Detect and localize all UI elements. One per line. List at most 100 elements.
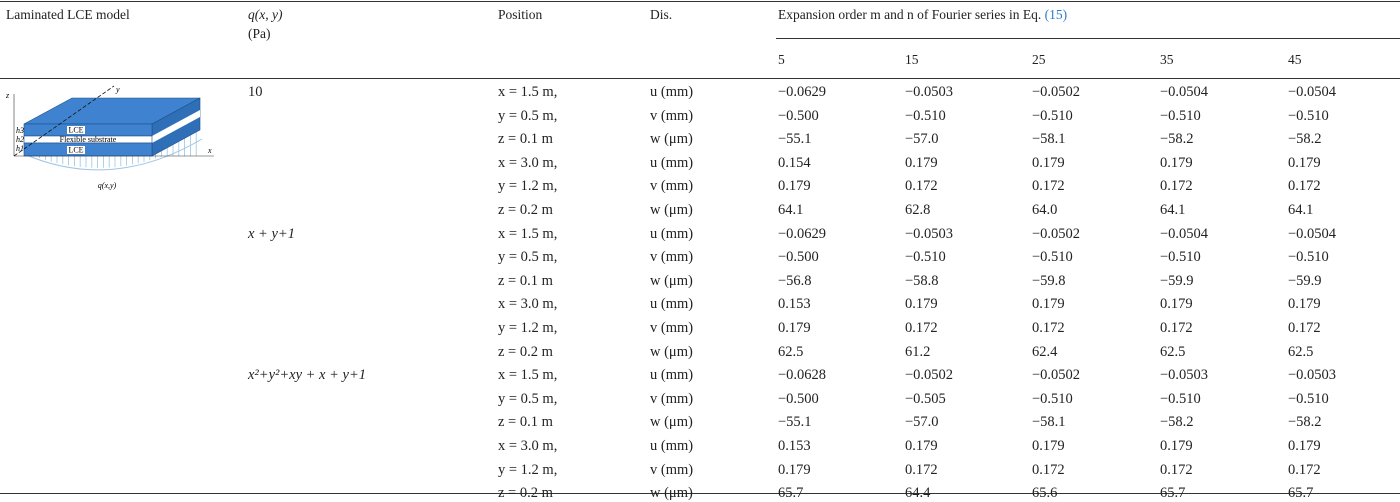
value-cell: 0.153	[778, 438, 811, 454]
dis-cell: v (mm)	[650, 249, 694, 266]
value-cell: 61.2	[905, 343, 931, 360]
header-order: 5	[778, 52, 785, 67]
value-cell: 0.172	[1032, 178, 1065, 195]
header-order: 35	[1160, 52, 1174, 67]
value-cell: −0.0504	[1160, 84, 1209, 100]
value-cell: 0.179	[778, 320, 811, 336]
position-cell: y = 1.2 m,	[498, 461, 558, 478]
value-cell: 65.7	[1288, 485, 1314, 502]
dis-cell: u (mm)	[650, 225, 694, 242]
value-cell: −0.0502	[1032, 84, 1081, 100]
value-cell: 0.179	[1032, 154, 1065, 171]
value-cell: 0.179	[905, 296, 938, 313]
model-figure: LCE Flexible substrate LCE h3 h2 h1 x y …	[5, 85, 214, 190]
value-cell: 65.7	[778, 485, 804, 502]
header-model: Laminated LCE model	[6, 7, 130, 22]
header-order: 25	[1032, 52, 1046, 67]
value-cell: 0.179	[905, 438, 938, 454]
dis-cell: w (μm)	[650, 272, 693, 289]
value-cell: −58.8	[905, 272, 939, 289]
value-cell: 0.179	[778, 178, 811, 195]
load-cell: x²+y²+xy + x + y+1	[248, 367, 366, 384]
value-cell: −0.0629	[778, 225, 827, 242]
value-cell: 0.172	[1288, 178, 1321, 195]
value-cell: −59.8	[1032, 272, 1066, 289]
value-cell: −0.510	[1032, 390, 1073, 407]
value-cell: −0.510	[1160, 249, 1201, 266]
dis-cell: u (mm)	[650, 367, 694, 384]
value-cell: 0.179	[1032, 438, 1065, 454]
value-cell: 62.5	[1160, 343, 1186, 360]
value-cell: 62.5	[1288, 343, 1314, 360]
dis-cell: u (mm)	[650, 154, 694, 171]
value-cell: 0.172	[1160, 178, 1193, 195]
header-dis: Dis.	[650, 7, 673, 22]
value-cell: −56.8	[778, 272, 812, 289]
position-cell: z = 0.2 m	[498, 485, 553, 502]
position-cell: y = 1.2 m,	[498, 320, 558, 336]
value-cell: −0.510	[905, 107, 946, 124]
position-cell: x = 1.5 m,	[498, 84, 558, 100]
header-position: Position	[498, 7, 543, 22]
value-cell: −59.9	[1160, 272, 1194, 289]
value-cell: 0.153	[778, 296, 811, 313]
value-cell: 0.172	[1160, 461, 1193, 478]
value-cell: −0.0503	[905, 225, 954, 242]
value-cell: −0.510	[1288, 107, 1329, 124]
value-cell: 64.1	[778, 202, 804, 218]
value-cell: 0.172	[1160, 320, 1193, 336]
value-cell: −0.0504	[1288, 84, 1337, 100]
figure-label: x	[207, 146, 212, 155]
dis-cell: v (mm)	[650, 461, 694, 478]
value-cell: −58.1	[1032, 131, 1066, 148]
value-cell: 62.5	[778, 343, 804, 360]
dis-cell: u (mm)	[650, 296, 694, 313]
value-cell: −0.0503	[905, 84, 954, 100]
figure-label: h3	[16, 126, 24, 135]
dis-cell: w (μm)	[650, 414, 693, 431]
top-rule	[0, 1, 1400, 2]
value-cell: −57.0	[905, 414, 939, 431]
value-cell: 0.179	[905, 154, 938, 171]
dis-cell: w (μm)	[650, 485, 693, 502]
dis-cell: w (μm)	[650, 343, 693, 360]
value-cell: 0.172	[1032, 461, 1065, 478]
position-cell: y = 0.5 m,	[498, 107, 558, 124]
position-cell: x = 1.5 m,	[498, 225, 558, 242]
position-cell: z = 0.1 m	[498, 414, 553, 431]
value-cell: −0.500	[778, 107, 819, 124]
position-cell: y = 0.5 m,	[498, 390, 558, 407]
bottom-rule	[0, 493, 1400, 494]
header-expansion: Expansion order m and n of Fourier serie…	[778, 7, 1042, 22]
value-cell: 65.7	[1160, 485, 1186, 502]
dis-cell: w (μm)	[650, 202, 693, 218]
value-cell: 64.0	[1032, 202, 1058, 218]
value-cell: −0.0628	[778, 367, 827, 384]
figure-label: Flexible substrate	[60, 135, 117, 144]
value-cell: 64.4	[905, 485, 931, 502]
dis-cell: v (mm)	[650, 107, 694, 124]
value-cell: 64.1	[1288, 202, 1314, 218]
span-rule	[776, 38, 1400, 39]
load-hatch	[39, 132, 197, 168]
value-cell: −0.0503	[1288, 367, 1337, 384]
value-cell: −0.0502	[1032, 367, 1081, 384]
position-cell: x = 3.0 m,	[498, 296, 558, 313]
value-cell: 0.172	[1288, 461, 1321, 478]
position-cell: y = 1.2 m,	[498, 178, 558, 195]
position-cell: z = 0.2 m	[498, 343, 553, 360]
value-cell: 0.179	[1288, 438, 1321, 454]
value-cell: −0.510	[1288, 390, 1329, 407]
figure-label: LCE	[68, 126, 83, 135]
side-substrate	[152, 110, 200, 143]
value-cell: −0.500	[778, 390, 819, 407]
value-cell: −0.0503	[1160, 367, 1209, 384]
value-cell: 0.172	[1288, 320, 1321, 336]
equation-link[interactable]: (15)	[1044, 7, 1068, 22]
dis-cell: v (mm)	[650, 178, 694, 195]
value-cell: −58.2	[1288, 414, 1322, 431]
value-cell: −0.510	[1288, 249, 1329, 266]
value-cell: 62.4	[1032, 343, 1058, 360]
dis-cell: u (mm)	[650, 438, 694, 454]
